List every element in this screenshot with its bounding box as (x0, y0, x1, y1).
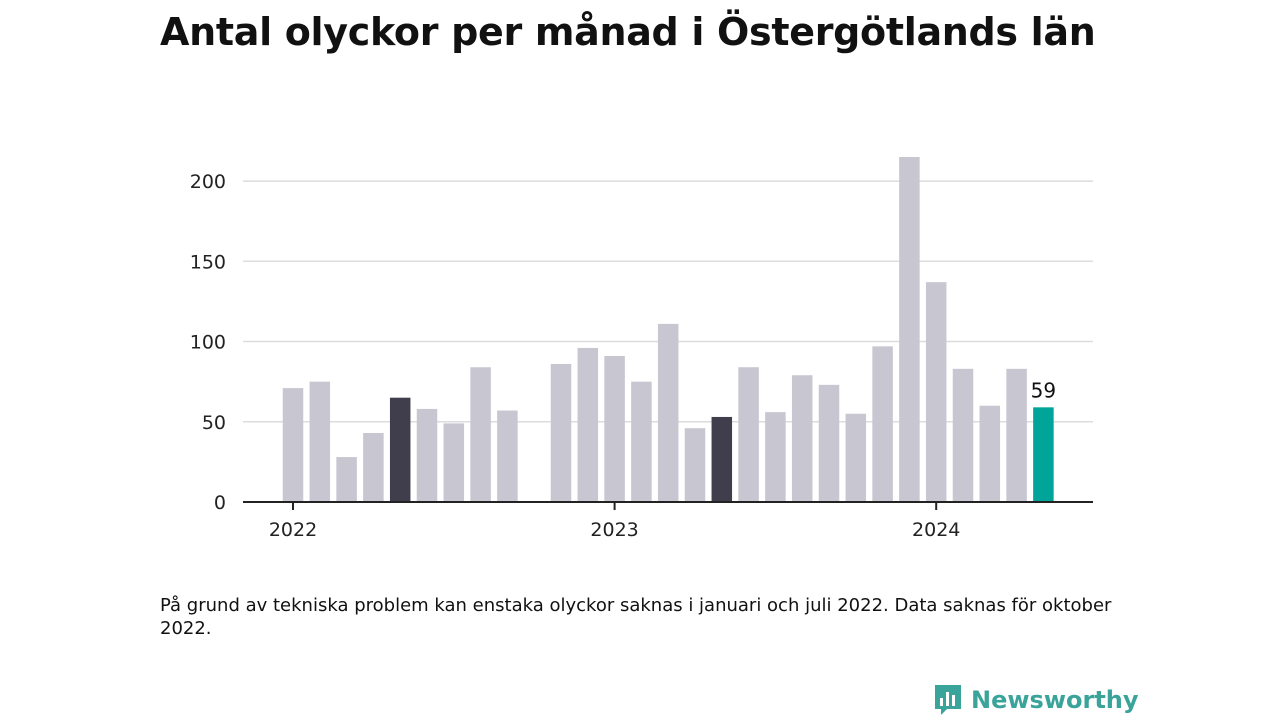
bar-chart: 0 50 100 150 200 2022 2023 2024 59 (190, 157, 1093, 541)
bar (497, 410, 518, 502)
bar (872, 346, 893, 502)
bar (791, 375, 813, 502)
brand-logo: Newsworthy (933, 683, 1139, 717)
bar (443, 423, 465, 502)
y-tick-label: 150 (190, 251, 226, 273)
bar (818, 384, 840, 502)
bar (765, 412, 786, 502)
x-tick-label: 2024 (912, 519, 960, 541)
brand-name: Newsworthy (971, 686, 1139, 714)
bar (577, 347, 599, 502)
x-tick-label: 2022 (269, 519, 317, 541)
bar-chart-speech-icon (935, 685, 961, 715)
bars (282, 157, 1054, 502)
x-tick-label: 2023 (590, 519, 638, 541)
bar (657, 323, 679, 502)
bar (282, 388, 304, 502)
bar (389, 397, 411, 502)
bar (952, 368, 974, 502)
bar (899, 157, 920, 502)
bar (1006, 368, 1027, 502)
y-tick-label: 100 (190, 332, 226, 354)
y-axis-tick-labels: 0 50 100 150 200 (190, 171, 226, 514)
x-axis (243, 501, 1093, 510)
bar (1033, 407, 1054, 502)
bar (711, 416, 733, 502)
bar (925, 282, 947, 502)
bar (470, 367, 491, 502)
y-tick-label: 200 (190, 171, 226, 193)
bar (684, 428, 706, 502)
bar (309, 381, 331, 502)
bar (631, 381, 652, 502)
y-tick-label: 50 (202, 412, 226, 434)
data-labels: 59 (1031, 378, 1056, 402)
footnote: På grund av tekniska problem kan enstaka… (160, 595, 1112, 639)
bar (550, 364, 572, 502)
bar (336, 457, 357, 502)
x-axis-tick-labels: 2022 2023 2024 (269, 519, 961, 541)
y-tick-label: 0 (214, 492, 226, 514)
bar (979, 405, 1001, 502)
bar (845, 413, 867, 502)
bar (738, 367, 759, 502)
page-title: Antal olyckor per månad i Östergötlands … (160, 10, 1096, 54)
bar (416, 408, 438, 502)
bar (363, 433, 384, 502)
bar (604, 355, 625, 502)
data-label: 59 (1031, 378, 1056, 402)
